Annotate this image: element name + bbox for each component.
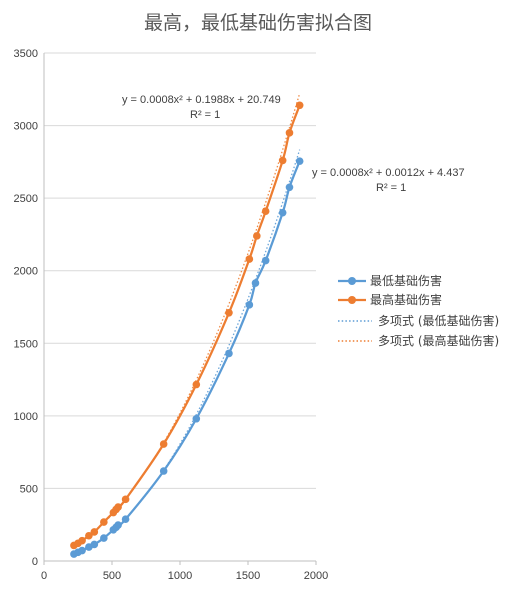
legend-marker-high (348, 296, 356, 304)
x-tick-label-500: 500 (103, 570, 121, 582)
chart-title: 最高，最低基础伤害拟合图 (144, 12, 372, 34)
legend-label-high: 最高基础伤害 (370, 292, 442, 307)
y-tick-label-500: 500 (20, 483, 38, 495)
trendline-r2-high: R² = 1 (190, 109, 220, 121)
data-point-low-9 (121, 515, 130, 523)
tick-labels: 0 500 1000 1500 2000 2500 3000 3500 0 500 1000 1500… (14, 48, 329, 582)
data-point-low-16 (278, 208, 287, 217)
data-point-low-4 (90, 540, 99, 549)
y-tick-label-1000: 1000 (14, 411, 38, 423)
series-line-high (73, 104, 301, 547)
data-point-low-12 (225, 349, 233, 358)
data-point-low-8 (114, 521, 122, 529)
trendline-equation-high: y = 0.0008x² + 0.1988x + 20.749 (122, 94, 281, 106)
x-tick-label-1000: 1000 (168, 570, 192, 582)
trendline-high (73, 93, 301, 547)
data-point-high-5 (100, 518, 108, 526)
data-point-high-11 (192, 380, 201, 389)
x-tick-label-2000: 2000 (304, 570, 328, 582)
y-tick-label-0: 0 (32, 556, 38, 568)
data-point-low-17 (285, 183, 294, 192)
data-point-low-15 (261, 256, 270, 265)
gridlines (44, 52, 316, 489)
data-point-high-9 (121, 495, 130, 504)
data-point-high-15 (261, 207, 270, 216)
axes (43, 53, 317, 565)
x-tick-label-0: 0 (41, 570, 47, 582)
data-point-low-11 (192, 414, 201, 423)
x-tick-label-1500: 1500 (236, 570, 260, 582)
data-point-low-5 (100, 534, 108, 542)
y-tick-label-2500: 2500 (14, 193, 38, 205)
series-points (70, 101, 304, 558)
y-tick-label-1500: 1500 (14, 338, 38, 350)
y-tick-label-2000: 2000 (14, 266, 38, 278)
trendline-equation-low: y = 0.0008x² + 0.0012x + 4.437 (312, 167, 465, 179)
data-point-high-8 (114, 503, 122, 511)
data-point-high-3 (85, 531, 93, 540)
series-line-low (73, 160, 301, 556)
data-point-high-17 (285, 129, 294, 137)
y-tick-label-3000: 3000 (14, 121, 38, 133)
data-point-high-12 (225, 309, 233, 317)
legend-label-trend-low: 多项式 (最低基础伤害) (378, 313, 499, 328)
legend-label-trend-high: 多项式 (最高基础伤害) (378, 333, 499, 348)
data-point-high-18 (295, 101, 304, 110)
trendline-r2-low: R² = 1 (376, 182, 406, 194)
data-point-low-18 (295, 157, 304, 165)
data-point-high-4 (90, 528, 99, 536)
data-point-low-2 (78, 546, 86, 555)
data-point-low-10 (159, 467, 168, 475)
legend-label-low: 最低基础伤害 (370, 273, 442, 288)
data-point-low-14 (251, 279, 260, 287)
series-curves (73, 93, 301, 556)
data-point-high-2 (78, 536, 86, 545)
data-point-high-13 (245, 255, 254, 263)
data-point-high-14 (253, 232, 261, 240)
legend-marker-low (348, 277, 356, 285)
legend: 最低基础伤害 最高基础伤害 多项式 (最低基础伤害) 多项式 (最高基础伤害) (338, 273, 499, 348)
data-point-high-10 (159, 440, 168, 448)
y-tick-label-3500: 3500 (14, 48, 38, 60)
data-point-high-16 (278, 156, 287, 165)
data-point-low-13 (245, 301, 254, 309)
